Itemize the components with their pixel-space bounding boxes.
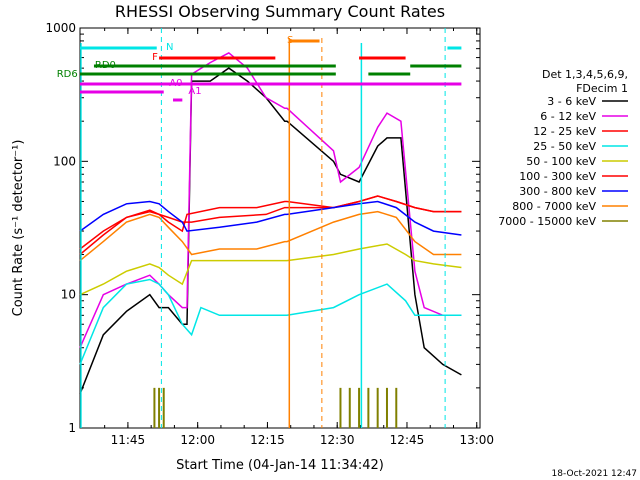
x-axis-ticks: 11:45 12:00 12:15 12:30 12:45 13:00	[104, 28, 494, 447]
annotations: NF RD0 RD6 A0 A1 S	[57, 28, 462, 428]
annotation-label-1: F	[152, 52, 158, 63]
y-axis-label: Count Rate (s⁻¹ detector⁻¹)	[11, 140, 26, 317]
y-tick-label-2: 100	[53, 154, 76, 168]
annotation-label-2: RD0	[95, 60, 116, 71]
legend-entry-5: 100 - 300 keV	[519, 170, 596, 183]
series-line-6	[79, 200, 462, 236]
chart-title: RHESSI Observing Summary Count Rates	[115, 2, 445, 21]
annotation-label-6: S	[287, 35, 293, 46]
legend-entry-7: 800 - 7000 keV	[512, 200, 596, 213]
series-line-5	[79, 195, 462, 256]
x-tick-label-2: 12:15	[250, 433, 285, 447]
legend-entry-1: 6 - 12 keV	[540, 110, 596, 123]
footer-timestamp: 18-Oct-2021 12:47	[552, 469, 637, 479]
x-tick-label-4: 12:45	[390, 433, 425, 447]
x-tick-label-5: 13:00	[459, 433, 494, 447]
legend-entry-4: 50 - 100 keV	[526, 155, 596, 168]
series-line-7	[79, 210, 462, 262]
series-lines	[79, 52, 462, 428]
x-axis-label: Start Time (04-Jan-14 11:34:42)	[176, 458, 384, 473]
legend-header-0: Det 1,3,4,5,6,9,	[542, 68, 628, 81]
legend-entry-2: 12 - 25 keV	[533, 125, 596, 138]
x-tick-label-3: 12:30	[320, 433, 355, 447]
x-tick-label-1: 12:00	[180, 433, 215, 447]
legend-entry-8: 7000 - 15000 keV	[498, 215, 596, 228]
legend: Det 1,3,4,5,6,9,FDecim 13 - 6 keV 6 - 12 …	[498, 68, 628, 228]
annotation-label-4: A0	[169, 78, 182, 89]
plot-frame	[79, 27, 481, 429]
legend-entry-3: 25 - 50 keV	[533, 140, 596, 153]
annotation-label-0: N	[166, 42, 173, 53]
y-axis-ticks: 1 10 100 1000	[45, 21, 480, 435]
annotation-label-3: RD6	[57, 69, 78, 80]
y-tick-label-3: 1000	[45, 21, 76, 35]
legend-entry-6: 300 - 800 keV	[519, 185, 596, 198]
legend-entry-0: 3 - 6 keV	[547, 95, 596, 108]
series-line-3	[79, 278, 462, 365]
legend-header-1: FDecim 1	[576, 82, 628, 95]
annotation-label-5: A1	[188, 86, 201, 97]
series-line-4	[79, 243, 462, 296]
y-tick-label-1: 10	[61, 288, 76, 302]
x-tick-label-0: 11:45	[111, 433, 146, 447]
y-tick-label-0: 1	[68, 421, 76, 435]
